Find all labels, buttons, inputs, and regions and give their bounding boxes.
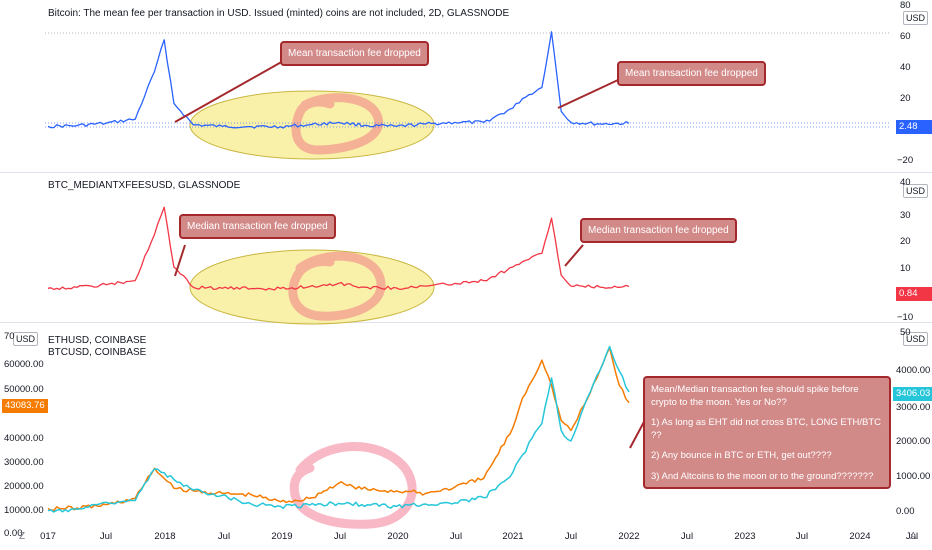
mean-fee-dropped-callout-1[interactable]: Mean transaction fee dropped xyxy=(280,41,429,66)
left-axis-tick: 60000.00 xyxy=(4,359,44,370)
x-axis-tick: Jul xyxy=(905,531,919,542)
btc-series-line xyxy=(47,346,630,512)
auto-scale-icon[interactable]: A xyxy=(910,531,917,542)
pointer-note xyxy=(629,419,646,449)
x-axis-tick: Jul xyxy=(217,531,231,542)
x-axis-tick: Jul xyxy=(680,531,694,542)
middle-unit-badge[interactable]: USD xyxy=(903,184,929,198)
middle-axis-tick: 10 xyxy=(900,263,911,274)
top-last-value-tag: 2.48 xyxy=(896,120,932,134)
x-axis-tick: Jul xyxy=(795,531,809,542)
right-axis-tick: 3000.00 xyxy=(896,402,931,413)
hand-drawn-loop-bottom xyxy=(289,442,417,529)
median-fee-dropped-callout-1[interactable]: Median transaction fee dropped xyxy=(179,214,336,239)
eth-last-value-tag: 3406.03 xyxy=(893,387,932,401)
median-fee-series-line xyxy=(47,206,630,291)
bottom-pane-title-btc: BTCUSD, COINBASE xyxy=(48,347,147,358)
top-axis-tick: −20 xyxy=(897,155,914,166)
pointer-mean-2 xyxy=(557,79,619,109)
note-title: Mean/Median transaction fee should spike… xyxy=(651,384,859,408)
x-axis-tick: Jul xyxy=(333,531,347,542)
middle-pane-title: BTC_MEDIANTXFEESUSD, GLASSNODE xyxy=(48,180,241,191)
btc-last-value-tag: 43083.76 xyxy=(2,399,48,413)
note-point-3: 3) And Altcoins to the moon or to the gr… xyxy=(651,470,874,482)
x-axis-tick: 2018 xyxy=(154,531,176,542)
zoom-toggle-icon[interactable]: Z xyxy=(19,531,26,542)
note-point-2: 2) Any bounce in BTC or ETH, get out???? xyxy=(651,450,832,461)
middle-axis-tick: 40 xyxy=(900,177,911,188)
right-axis-tick: 4000.00 xyxy=(896,365,931,376)
pointer-median-1 xyxy=(174,244,186,277)
x-axis-tick: 2021 xyxy=(502,531,524,542)
top-pane-title: Bitcoin: The mean fee per transaction in… xyxy=(48,8,510,19)
hand-drawn-loop-middle xyxy=(288,251,386,321)
x-axis-tick: Jul xyxy=(564,531,578,542)
median-fee-dropped-callout-2[interactable]: Median transaction fee dropped xyxy=(580,218,737,243)
left-axis-tick: 50000.00 xyxy=(4,384,44,395)
note-point-1: 1) As long as EHT did not cross BTC, LON… xyxy=(651,417,882,441)
x-axis-tick: Jul xyxy=(449,531,463,542)
bottom-left-unit-badge[interactable]: USD xyxy=(13,332,39,346)
right-axis-tick: 2000.00 xyxy=(896,436,931,447)
left-axis-tick: 20000.00 xyxy=(4,481,44,492)
right-axis-tick: 0.00 xyxy=(896,506,915,517)
top-axis-tick: 80 xyxy=(900,0,911,11)
pane-divider-2[interactable] xyxy=(0,322,932,323)
bottom-right-unit-badge[interactable]: USD xyxy=(903,332,929,346)
x-axis-tick: 2020 xyxy=(387,531,409,542)
top-axis-tick: 40 xyxy=(900,62,911,73)
pane-divider-1[interactable] xyxy=(0,172,932,173)
x-axis-tick: 017 xyxy=(40,531,56,542)
middle-axis-tick: 20 xyxy=(900,236,911,247)
middle-axis-tick: −10 xyxy=(897,312,914,323)
note-point-4: 4) Perfect condition for range trading o… xyxy=(651,491,851,515)
bottom-pane-title-eth: ETHUSD, COINBASE xyxy=(48,335,147,346)
top-unit-badge[interactable]: USD xyxy=(903,11,929,25)
eth-series-line xyxy=(47,345,630,513)
mean-fee-dropped-callout-2[interactable]: Mean transaction fee dropped xyxy=(617,61,766,86)
right-axis-tick: 1000.00 xyxy=(896,471,931,482)
left-axis-tick: 0.00 xyxy=(4,528,23,539)
x-axis-tick: 2019 xyxy=(271,531,293,542)
x-axis-tick: 2024 xyxy=(849,531,871,542)
left-axis-tick: 10000.00 xyxy=(4,505,44,516)
hand-drawn-loop-top xyxy=(291,93,383,155)
left-axis-tick: 40000.00 xyxy=(4,433,44,444)
middle-last-value-tag: 0.84 xyxy=(896,287,932,301)
pointer-mean-1 xyxy=(174,59,286,123)
left-axis-tick: 30000.00 xyxy=(4,457,44,468)
middle-axis-tick: 30 xyxy=(900,210,911,221)
x-axis-tick: 2023 xyxy=(734,531,756,542)
top-axis-tick: 20 xyxy=(900,93,911,104)
right-axis-tick: 50 xyxy=(900,327,911,338)
pointer-median-2 xyxy=(564,244,584,267)
x-axis-tick: Jul xyxy=(99,531,113,542)
mean-fee-series-line xyxy=(47,31,630,129)
top-axis-tick: 60 xyxy=(900,31,911,42)
left-axis-tick: 70 xyxy=(4,331,15,342)
analysis-note[interactable]: Mean/Median transaction fee should spike… xyxy=(643,376,891,515)
x-axis-tick: 2022 xyxy=(618,531,640,542)
